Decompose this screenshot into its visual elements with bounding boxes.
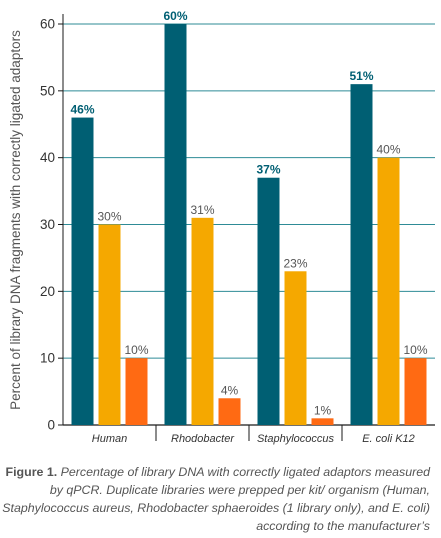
bar (377, 157, 400, 425)
data-label: 40% (376, 143, 400, 157)
data-label: 31% (190, 203, 214, 217)
bar (404, 358, 427, 425)
bar (125, 358, 148, 425)
y-tick-label: 30 (40, 217, 55, 232)
y-axis-ticks: 0 10 20 30 40 50 60 (40, 17, 63, 433)
data-label: 10% (403, 343, 427, 357)
data-label: 46% (70, 103, 94, 117)
bar (71, 117, 94, 426)
data-label: 60% (163, 9, 187, 23)
bar (191, 217, 214, 425)
x-tick-label: E. coli K12 (362, 433, 415, 445)
caption-text: Percentage of library DNA with correctly… (2, 465, 430, 533)
y-tick-label: 20 (40, 284, 55, 299)
bar (350, 84, 373, 426)
y-tick-label: 0 (47, 418, 55, 433)
figure-caption: Figure 1. Percentage of library DNA with… (0, 463, 430, 535)
bar (284, 271, 307, 425)
bar (164, 24, 187, 425)
x-tick-label: Human (92, 433, 127, 445)
bars (71, 24, 427, 426)
y-axis-label: Percent of library DNA fragments with co… (8, 30, 23, 410)
data-label: 23% (283, 256, 307, 270)
data-label: 10% (124, 343, 148, 357)
data-label: 30% (97, 210, 121, 224)
data-label: 37% (256, 163, 280, 177)
y-tick-label: 10 (40, 351, 55, 366)
bar (218, 398, 241, 425)
bar (311, 418, 334, 425)
x-tick-label: Staphylococcus (257, 433, 335, 445)
data-label: 51% (349, 69, 373, 83)
data-label: 4% (221, 383, 239, 397)
x-axis-ticks: Human Rhodobacter Staphylococcus E. coli K1… (62, 14, 415, 445)
x-tick-label: Rhodobacter (171, 433, 235, 445)
bar (98, 224, 121, 425)
y-tick-label: 50 (40, 83, 55, 98)
bar (257, 177, 280, 425)
bar-chart: 0 10 20 30 40 50 60 46% 30% 10% 60% 31% 4% 37% 23% 1% 5… (8, 9, 435, 445)
data-labels: 46% 30% 10% 60% 31% 4% 37% 23% 1% 51% 40% 10% (70, 9, 427, 417)
caption-label: Figure 1. (5, 465, 58, 479)
data-label: 1% (314, 403, 332, 417)
y-tick-label: 40 (40, 150, 55, 165)
grid-lines (63, 23, 435, 426)
y-tick-label: 60 (40, 17, 55, 32)
